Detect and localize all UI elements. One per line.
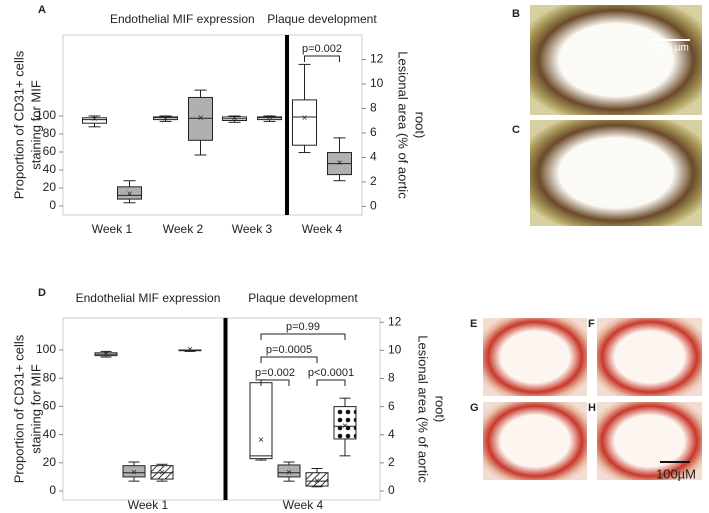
x-tick-label: Week 4	[283, 498, 324, 512]
panel-label: F	[588, 318, 595, 330]
y-axis-title: staining for MIF	[28, 364, 43, 454]
x-tick-label: Week 3	[232, 222, 273, 236]
y2-axis-title: Lesional area (% of aortic	[396, 51, 411, 199]
micrograph	[530, 5, 702, 115]
box	[122, 465, 146, 478]
y2-axis-title: root)	[413, 112, 428, 139]
scale-label: 150 µm	[655, 43, 689, 54]
mean-marker: ×	[258, 435, 264, 446]
section-title: Endothelial MIF expression	[110, 12, 255, 26]
y2-tick-label: 2	[370, 174, 377, 188]
x-tick-label: Week 4	[302, 222, 343, 236]
mean-marker: ×	[198, 113, 204, 124]
p-value: p=0.99	[286, 321, 320, 333]
p-value: p=0.0005	[266, 344, 312, 356]
x-tick-label: Week 1	[92, 222, 133, 236]
y2-tick-label: 10	[388, 343, 402, 357]
mean-marker: ×	[314, 476, 320, 487]
y-tick-label: 80	[43, 370, 57, 384]
y2-tick-label: 12	[388, 314, 402, 328]
box	[292, 99, 317, 146]
y-tick-label: 60	[43, 399, 57, 413]
box	[249, 382, 273, 460]
mean-marker: ×	[337, 158, 343, 169]
y2-axis-title: Lesional area (% of aortic	[416, 335, 431, 483]
y-tick-label: 0	[49, 483, 56, 497]
significance-bracket	[316, 379, 346, 386]
panel-label: C	[512, 124, 520, 136]
y2-tick-label: 4	[370, 150, 377, 164]
plot-frame	[62, 34, 363, 216]
y-tick-label: 60	[43, 144, 57, 158]
mean-marker: ×	[131, 467, 137, 478]
y-tick-label: 80	[43, 126, 57, 140]
y2-tick-label: 6	[370, 125, 377, 139]
y-axis-title: staining for MIF	[28, 80, 43, 170]
mean-marker: ×	[232, 113, 238, 124]
mean-marker: ×	[187, 345, 193, 356]
mean-marker: ×	[92, 114, 98, 125]
panel-label: G	[470, 402, 479, 414]
panel-label: A	[38, 4, 46, 16]
plot-frame	[62, 317, 381, 501]
p-value: p=0.002	[302, 43, 342, 55]
significance-bracket	[304, 55, 340, 62]
section-title: Plaque development	[248, 291, 358, 305]
micrograph	[483, 318, 587, 396]
significance-bracket	[260, 379, 290, 386]
x-tick-label: Week 1	[128, 498, 169, 512]
box	[277, 464, 301, 478]
mean-marker: ×	[286, 467, 292, 478]
box	[82, 117, 107, 124]
y-tick-label: 100	[36, 342, 56, 356]
y-axis-title: Proportion of CD31+ cells	[11, 334, 26, 483]
mean-marker: ×	[163, 113, 169, 124]
y2-tick-label: 8	[370, 101, 377, 115]
y-tick-label: 0	[49, 198, 56, 212]
x-tick-label: Week 2	[163, 222, 204, 236]
y-tick-label: 100	[36, 108, 56, 122]
y2-tick-label: 4	[388, 427, 395, 441]
y2-tick-label: 6	[388, 399, 395, 413]
y2-tick-label: 12	[370, 52, 384, 66]
y-tick-label: 40	[43, 427, 57, 441]
scale-label: 100µM	[656, 466, 696, 481]
section-title: Endothelial MIF expression	[76, 291, 221, 305]
mean-marker: ×	[267, 112, 273, 123]
micrograph	[597, 318, 702, 396]
panel-label: D	[38, 287, 46, 299]
mean-marker: ×	[159, 467, 165, 478]
y2-tick-label: 0	[388, 483, 395, 497]
box	[305, 472, 329, 487]
y2-tick-label: 2	[388, 455, 395, 469]
panel-label: E	[470, 318, 477, 330]
significance-bracket	[260, 356, 318, 363]
panel-label: B	[512, 8, 520, 20]
p-value: p=0.002	[255, 367, 295, 379]
micrograph	[597, 402, 702, 480]
y-tick-label: 20	[43, 455, 57, 469]
y2-tick-label: 8	[388, 371, 395, 385]
mean-marker: ×	[302, 113, 308, 124]
box	[333, 406, 357, 440]
box	[188, 96, 213, 141]
micrograph	[530, 120, 702, 226]
p-value: p<0.0001	[308, 367, 354, 379]
y-tick-label: 20	[43, 180, 57, 194]
y2-axis-title: root)	[433, 396, 448, 423]
mean-marker: ×	[127, 189, 133, 200]
micrograph	[483, 402, 587, 480]
panel-label: H	[588, 402, 596, 414]
section-title: Plaque development	[267, 12, 377, 26]
micrographs: B 150 µm C E F G H 100µM	[470, 5, 702, 481]
box	[117, 186, 142, 200]
mean-marker: ×	[103, 349, 109, 360]
y2-tick-label: 0	[370, 199, 377, 213]
y2-tick-label: 10	[370, 76, 384, 90]
significance-bracket	[260, 333, 346, 340]
y-tick-label: 40	[43, 162, 57, 176]
y-axis-title: Proportion of CD31+ cells	[11, 50, 26, 199]
mean-marker: ×	[342, 421, 348, 432]
